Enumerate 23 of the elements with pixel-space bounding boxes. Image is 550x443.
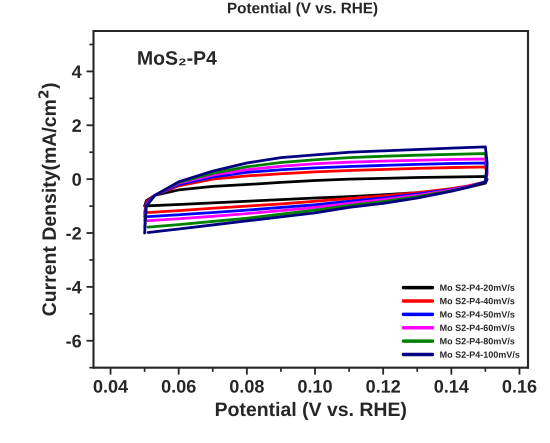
y-axis-title: Current Density(mA/cm$^{2}$) <box>38 83 60 316</box>
x-tick-label: 0.12 <box>366 380 400 393</box>
x-tick-label: 0.08 <box>230 380 264 393</box>
legend-label: Mo S2-P4-100mV/s <box>440 351 520 358</box>
y-tick-label: -6 <box>66 334 82 348</box>
y-tick-label: -2 <box>66 226 81 240</box>
legend-label: Mo S2-P4-60mV/s <box>440 324 514 332</box>
legend-label: Mo S2-P4-40mV/s <box>440 298 514 304</box>
x-tick-label: 0.14 <box>434 380 469 393</box>
annotation: MoS₂-P4 <box>138 51 217 66</box>
x-tick-label: 0.04 <box>94 380 128 393</box>
y-tick-label: 4 <box>72 66 82 78</box>
x-tick-label: 0.10 <box>298 380 332 393</box>
legend-label: Mo S2-P4-20mV/s <box>440 284 514 291</box>
legend-label: Mo S2-P4-50mV/s <box>440 311 514 318</box>
y-tick-label: 0 <box>72 173 81 186</box>
legend-label: Mo S2-P4-80mV/s <box>440 338 514 344</box>
x-axis-title: Potential (V vs. RHE) <box>216 402 406 420</box>
text: Potential (V vs. RHE) <box>228 2 378 16</box>
y-tick-label: 2 <box>72 119 81 132</box>
y-tick-label: -4 <box>66 281 82 294</box>
x-tick-label: 0.16 <box>502 380 536 393</box>
x-tick-label: 0.06 <box>162 380 196 393</box>
